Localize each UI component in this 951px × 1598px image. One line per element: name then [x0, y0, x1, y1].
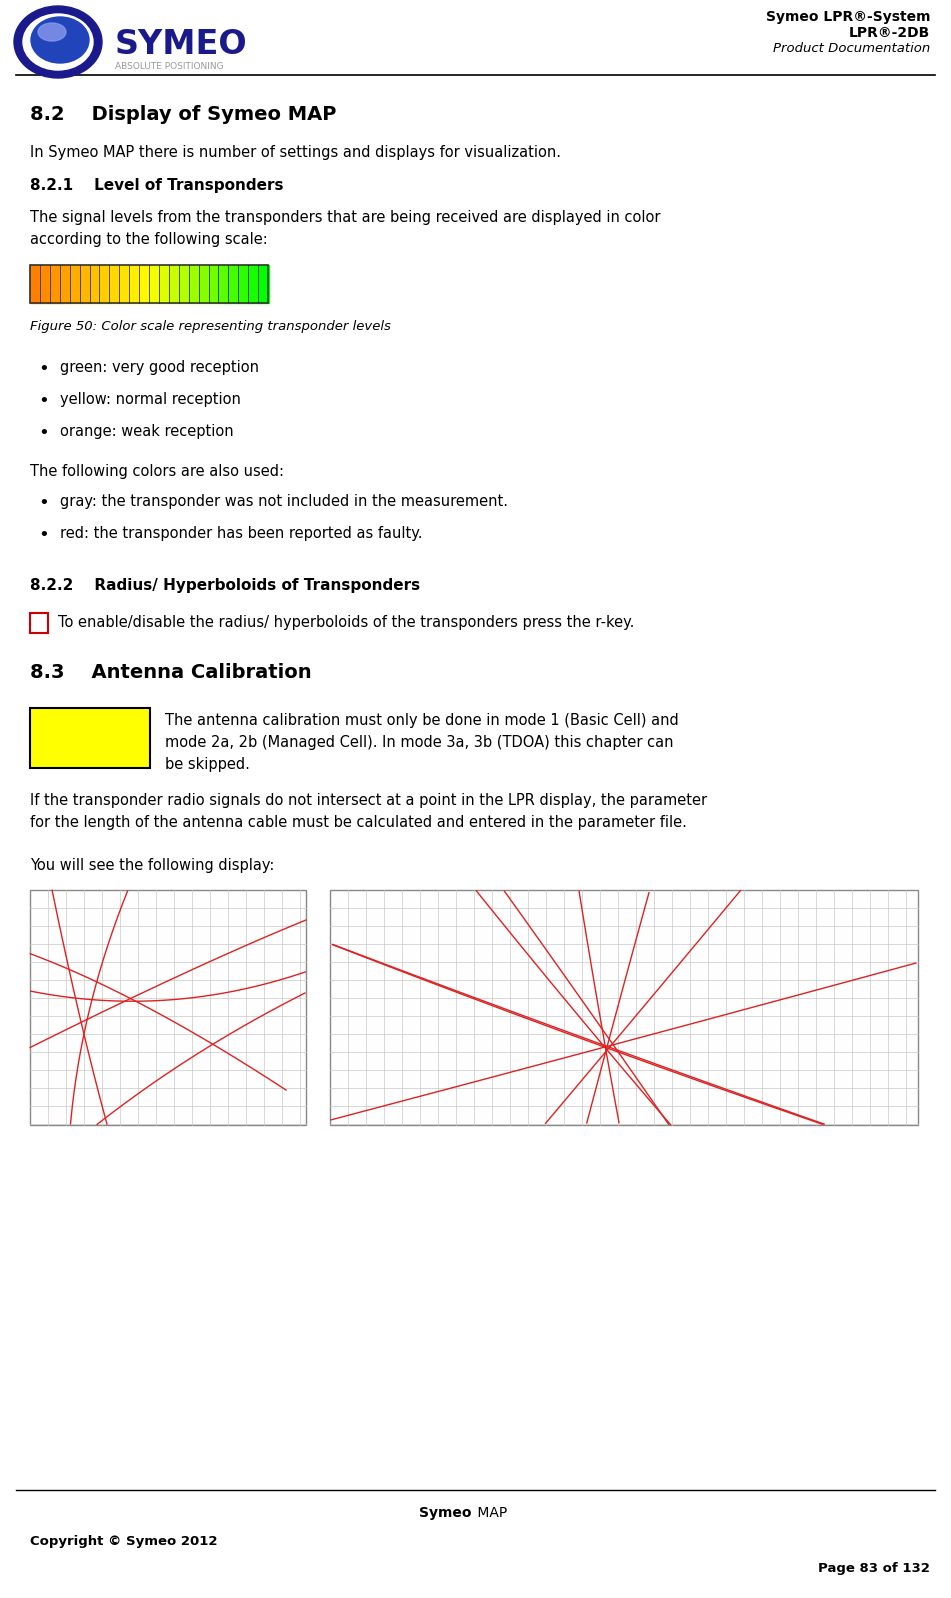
- Bar: [258, 265, 268, 304]
- Text: R: R: [34, 617, 44, 630]
- Text: MAP: MAP: [473, 1505, 507, 1520]
- Bar: [80, 265, 90, 304]
- Text: 8.3    Antenna Calibration: 8.3 Antenna Calibration: [30, 663, 312, 682]
- Bar: [119, 265, 129, 304]
- Bar: [109, 265, 120, 304]
- Bar: [49, 265, 60, 304]
- Text: yellow: normal reception: yellow: normal reception: [60, 392, 241, 407]
- Text: •: •: [38, 360, 49, 379]
- Ellipse shape: [14, 6, 102, 78]
- Text: Mode: Basic Cell/
   Managed Cell/
TDOA: Mode: Basic Cell/ Managed Cell/ TDOA: [40, 716, 141, 765]
- Text: The following colors are also used:: The following colors are also used:: [30, 463, 284, 479]
- Bar: [100, 265, 109, 304]
- Text: •: •: [38, 494, 49, 511]
- Bar: [30, 890, 306, 1125]
- Text: •: •: [38, 392, 49, 411]
- Bar: [330, 890, 918, 1125]
- Bar: [248, 265, 259, 304]
- Text: Symeo: Symeo: [419, 1505, 472, 1520]
- Text: Product Documentation: Product Documentation: [773, 42, 930, 54]
- Bar: [89, 265, 100, 304]
- Bar: [208, 265, 219, 304]
- Bar: [30, 265, 268, 304]
- Bar: [69, 265, 80, 304]
- Text: You will see the following display:: You will see the following display:: [30, 858, 275, 873]
- Text: 8.2.2    Radius/ Hyperboloids of Transponders: 8.2.2 Radius/ Hyperboloids of Transponde…: [30, 578, 420, 593]
- Bar: [219, 265, 229, 304]
- Text: The signal levels from the transponders that are being received are displayed in: The signal levels from the transponders …: [30, 209, 661, 248]
- Text: SYMEO: SYMEO: [115, 29, 247, 61]
- Text: Symeo LPR®-System: Symeo LPR®-System: [766, 10, 930, 24]
- Text: red: the transponder has been reported as faulty.: red: the transponder has been reported a…: [60, 526, 422, 542]
- Text: Figure 50: Color scale representing transponder levels: Figure 50: Color scale representing tran…: [30, 320, 391, 332]
- Text: In Symeo MAP there is number of settings and displays for visualization.: In Symeo MAP there is number of settings…: [30, 145, 561, 160]
- Bar: [179, 265, 189, 304]
- Bar: [60, 265, 70, 304]
- Text: 8.2.1    Level of Transponders: 8.2.1 Level of Transponders: [30, 177, 283, 193]
- Text: Copyright © Symeo 2012: Copyright © Symeo 2012: [30, 1536, 218, 1548]
- Bar: [30, 708, 150, 769]
- Text: orange: weak reception: orange: weak reception: [60, 423, 234, 439]
- Text: green: very good reception: green: very good reception: [60, 360, 259, 376]
- Text: The antenna calibration must only be done in mode 1 (Basic Cell) and
mode 2a, 2b: The antenna calibration must only be don…: [165, 713, 679, 772]
- Text: 8.2    Display of Symeo MAP: 8.2 Display of Symeo MAP: [30, 105, 337, 125]
- Bar: [30, 614, 48, 633]
- Bar: [149, 265, 160, 304]
- Bar: [139, 265, 149, 304]
- Text: ABSOLUTE POSITIONING: ABSOLUTE POSITIONING: [115, 62, 223, 70]
- Ellipse shape: [31, 18, 89, 62]
- Text: •: •: [38, 526, 49, 543]
- Bar: [129, 265, 140, 304]
- Text: LPR®-2DB: LPR®-2DB: [848, 26, 930, 40]
- Text: gray: the transponder was not included in the measurement.: gray: the transponder was not included i…: [60, 494, 508, 510]
- Bar: [159, 265, 169, 304]
- Ellipse shape: [38, 22, 66, 42]
- Text: Page 83 of 132: Page 83 of 132: [818, 1561, 930, 1576]
- Bar: [188, 265, 199, 304]
- Text: If the transponder radio signals do not intersect at a point in the LPR display,: If the transponder radio signals do not …: [30, 793, 708, 831]
- Bar: [169, 265, 179, 304]
- Bar: [239, 265, 248, 304]
- Bar: [30, 265, 40, 304]
- Bar: [199, 265, 209, 304]
- Text: To enable/disable the radius/ hyperboloids of the transponders press the r-key.: To enable/disable the radius/ hyperboloi…: [58, 615, 634, 630]
- Bar: [40, 265, 50, 304]
- Bar: [228, 265, 239, 304]
- Ellipse shape: [23, 14, 93, 70]
- Text: •: •: [38, 423, 49, 443]
